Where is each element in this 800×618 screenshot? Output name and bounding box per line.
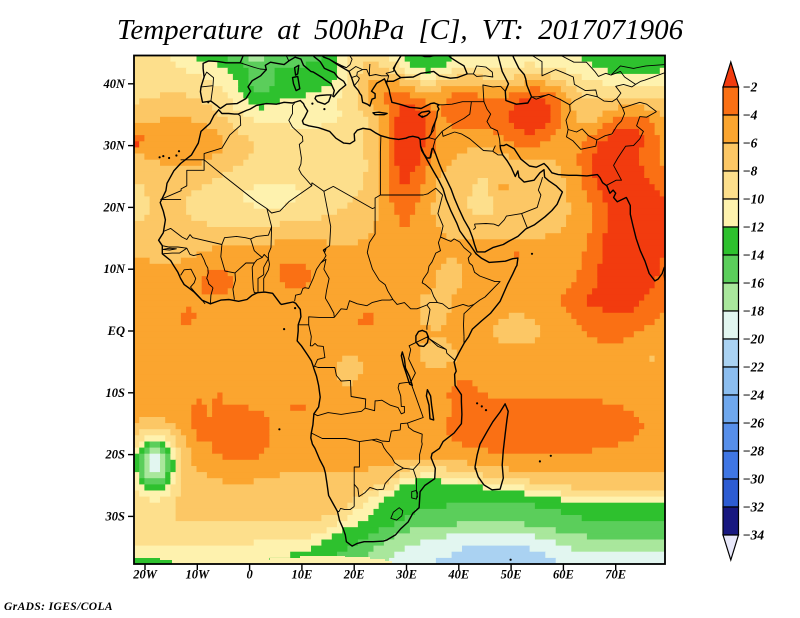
svg-text:20W: 20W	[132, 568, 158, 582]
svg-text:−34: −34	[743, 528, 765, 543]
svg-text:−26: −26	[743, 416, 765, 431]
svg-text:50E: 50E	[501, 568, 522, 582]
svg-text:−22: −22	[743, 360, 765, 375]
svg-text:−12: −12	[743, 220, 765, 235]
svg-text:−8: −8	[743, 164, 758, 179]
svg-text:40E: 40E	[447, 568, 469, 582]
svg-text:−32: −32	[743, 500, 765, 515]
svg-text:−4: −4	[743, 108, 758, 123]
svg-text:10W: 10W	[185, 568, 210, 582]
svg-text:30S: 30S	[105, 509, 126, 523]
svg-text:−10: −10	[743, 192, 765, 207]
svg-text:20N: 20N	[102, 200, 126, 214]
svg-text:−24: −24	[743, 388, 765, 403]
svg-text:10E: 10E	[291, 568, 312, 582]
svg-text:20E: 20E	[343, 568, 365, 582]
svg-text:−2: −2	[743, 80, 758, 95]
svg-text:60E: 60E	[553, 568, 574, 582]
svg-text:−16: −16	[743, 276, 765, 291]
svg-text:0: 0	[246, 568, 253, 582]
svg-text:−6: −6	[743, 136, 758, 151]
svg-text:−18: −18	[743, 304, 765, 319]
svg-text:70E: 70E	[605, 568, 626, 582]
svg-text:30E: 30E	[395, 568, 417, 582]
svg-text:10S: 10S	[106, 386, 126, 400]
svg-text:−30: −30	[743, 472, 765, 487]
svg-text:GrADS: IGES/COLA: GrADS: IGES/COLA	[4, 601, 113, 613]
svg-text:−28: −28	[743, 444, 765, 459]
svg-text:−14: −14	[743, 248, 765, 263]
svg-text:20S: 20S	[105, 448, 126, 462]
svg-text:40N: 40N	[102, 77, 126, 91]
svg-text:10N: 10N	[103, 262, 126, 276]
svg-text:−20: −20	[743, 332, 765, 347]
svg-text:Temperature at 500hPa [C], VT:: Temperature at 500hPa [C], VT: 201707190…	[117, 14, 684, 46]
svg-text:EQ: EQ	[107, 324, 125, 338]
svg-text:30N: 30N	[102, 139, 126, 153]
